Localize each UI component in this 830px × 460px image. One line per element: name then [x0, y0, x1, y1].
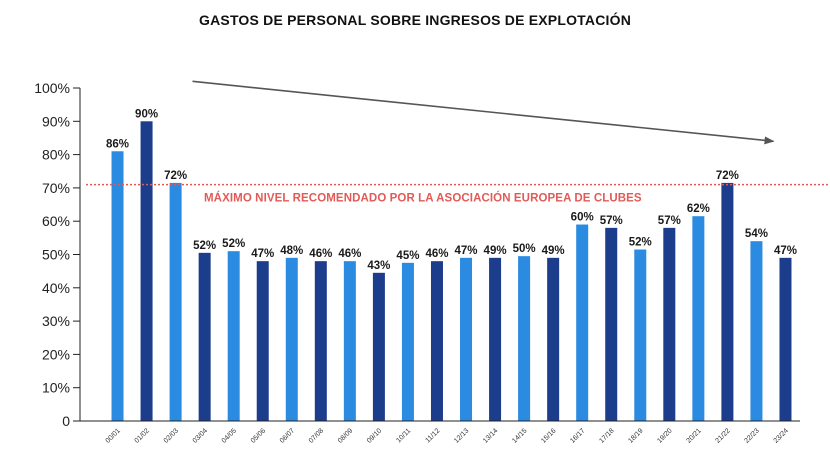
- x-tick-label: 10/11: [395, 427, 412, 444]
- data-label: 45%: [396, 250, 419, 262]
- data-label: 52%: [222, 238, 245, 250]
- bar: [605, 227, 618, 421]
- bar: [721, 182, 734, 421]
- y-tick-label: 0: [62, 413, 70, 429]
- data-label: 62%: [687, 203, 710, 215]
- bar: [663, 227, 676, 421]
- x-tick-label: 14/15: [511, 427, 528, 444]
- bar: [256, 261, 269, 421]
- data-label: 49%: [542, 245, 565, 257]
- x-tick-label: 23/24: [773, 427, 790, 444]
- x-tick-label: 17/18: [598, 427, 615, 444]
- y-tick-label: 60%: [42, 213, 70, 229]
- data-label: 52%: [193, 240, 216, 252]
- bar: [460, 257, 473, 421]
- chart-title: GASTOS DE PERSONAL SOBRE INGRESOS DE EXP…: [199, 12, 631, 28]
- y-tick-label: 20%: [42, 346, 70, 362]
- y-tick-label: 40%: [42, 280, 70, 296]
- bar: [227, 251, 240, 421]
- y-tick-label: 90%: [42, 113, 70, 129]
- data-label: 47%: [251, 248, 274, 260]
- bar: [314, 261, 327, 421]
- reference-line-group: MÁXIMO NIVEL RECOMENDADO POR LA ASOCIACI…: [86, 183, 830, 205]
- x-tick-label: 04/05: [221, 427, 238, 444]
- bar: [692, 216, 705, 421]
- x-tick-label: 02/03: [163, 427, 180, 444]
- bar: [169, 182, 182, 421]
- bar: [430, 261, 443, 421]
- data-labels: 86% 90% 72% 52% 52% 47% 48% 46% 46% 43% 45% 46% 47% 4…: [106, 108, 797, 272]
- data-label: 52%: [629, 237, 652, 249]
- y-tick-label: 30%: [42, 313, 70, 329]
- bar: [634, 249, 647, 421]
- x-tick-label: 22/23: [744, 427, 761, 444]
- bar: [111, 151, 124, 421]
- bar: [372, 272, 385, 421]
- y-tick-label: 100%: [34, 80, 70, 96]
- bar: [198, 252, 211, 421]
- bar: [750, 241, 763, 421]
- x-tick-label: 00/01: [105, 427, 122, 444]
- x-tick-label: 21/22: [714, 427, 731, 444]
- bar: [547, 257, 560, 421]
- x-tick-label: 15/16: [540, 427, 557, 444]
- y-tick-label: 50%: [42, 247, 70, 263]
- bar: [285, 257, 298, 421]
- bar: [518, 256, 531, 421]
- x-tick-label: 19/20: [656, 427, 673, 444]
- x-tick-label: 07/08: [308, 427, 325, 444]
- data-label: 46%: [338, 248, 361, 260]
- y-tick-label: 70%: [42, 180, 70, 196]
- reference-line-label: MÁXIMO NIVEL RECOMENDADO POR LA ASOCIACI…: [204, 192, 642, 205]
- bar: [576, 224, 589, 421]
- data-label: 47%: [455, 245, 478, 257]
- trend-arrow: [192, 80, 775, 145]
- y-tick-label: 80%: [42, 147, 70, 163]
- data-label: 48%: [280, 245, 303, 257]
- data-label: 72%: [164, 170, 187, 182]
- data-label: 72%: [716, 170, 739, 182]
- data-label: 54%: [745, 228, 768, 240]
- y-axis: 0 10% 20% 30% 40% 50% 60% 70% 80% 90% 100%: [34, 80, 81, 429]
- bar: [489, 257, 502, 421]
- x-tick-label: 05/06: [250, 427, 267, 444]
- data-label: 86%: [106, 138, 129, 150]
- data-label: 57%: [600, 215, 623, 227]
- data-label: 47%: [774, 245, 797, 257]
- bar: [343, 261, 356, 421]
- x-axis: 00/01 01/02 02/03 03/04 04/05 05/06 06/07 07/08…: [80, 420, 800, 445]
- bar: [401, 262, 414, 421]
- x-tick-label: 16/17: [569, 427, 586, 444]
- x-tick-label: 13/14: [482, 427, 499, 444]
- x-tick-label: 09/10: [366, 427, 383, 444]
- x-tick-label: 08/09: [337, 427, 354, 444]
- trend-arrow-group: [192, 80, 775, 145]
- y-tick-label: 10%: [42, 380, 70, 396]
- bars: [111, 121, 792, 422]
- x-tick-label: 18/19: [627, 427, 644, 444]
- data-label: 46%: [425, 248, 448, 260]
- data-label: 49%: [484, 245, 507, 257]
- data-label: 60%: [571, 212, 594, 224]
- data-label: 50%: [513, 243, 536, 255]
- bar: [779, 257, 792, 421]
- x-tick-label: 11/12: [424, 427, 441, 444]
- x-tick-label: 20/21: [685, 427, 702, 444]
- bar: [140, 121, 153, 422]
- data-label: 57%: [658, 215, 681, 227]
- x-tick-label: 06/07: [279, 427, 296, 444]
- data-label: 43%: [367, 260, 390, 272]
- x-tick-label: 03/04: [192, 427, 209, 444]
- x-tick-label: 12/13: [453, 427, 470, 444]
- data-label: 90%: [135, 108, 158, 120]
- x-tick-label: 01/02: [134, 427, 151, 444]
- data-label: 46%: [309, 248, 332, 260]
